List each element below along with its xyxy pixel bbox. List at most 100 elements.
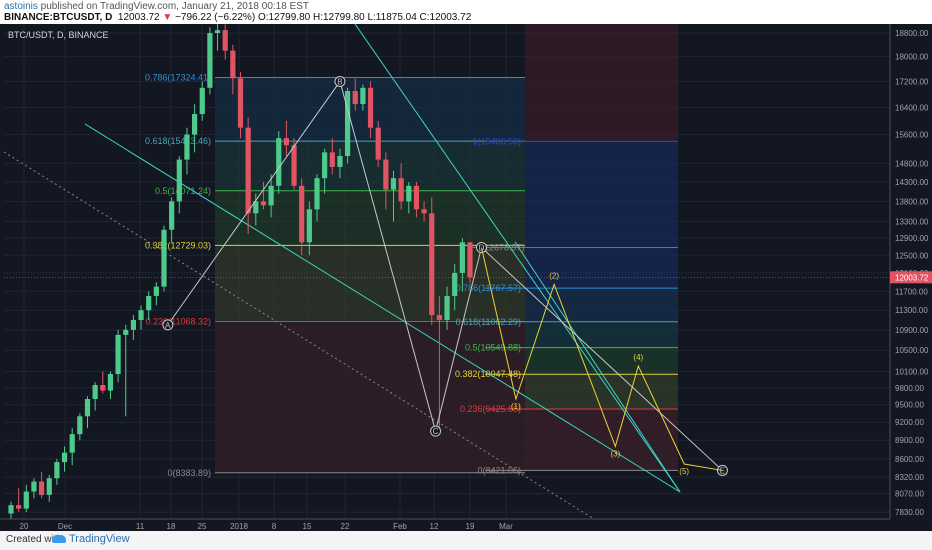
time-axis-label: 25 — [198, 522, 207, 531]
candle-body — [421, 209, 427, 214]
candle-body — [314, 178, 320, 210]
time-axis-label: 19 — [466, 522, 475, 531]
last-price: 12003.72 — [117, 12, 160, 23]
candle-body — [306, 209, 312, 243]
d-to-e-line — [514, 241, 681, 493]
candle-body — [459, 242, 465, 273]
candle-body — [436, 315, 442, 320]
abcde-label: E — [720, 466, 725, 475]
time-axis-label: 20 — [20, 522, 29, 531]
created-with-text: Created with — [6, 534, 63, 545]
price-axis-label: 10500.00 — [895, 346, 929, 355]
candle-body — [23, 491, 29, 509]
symbol-quote-line: BINANCE:BTCUSDT, D 12003.72 ▼ −796.22 (−… — [4, 12, 471, 23]
down-arrow-icon: ▼ — [162, 12, 173, 23]
price-axis-label: 9800.00 — [895, 384, 924, 393]
fib-zone-right — [525, 408, 678, 471]
publish-info: astoinis published on TradingView.com, J… — [4, 1, 310, 12]
candle-body — [176, 159, 182, 202]
price-axis-label: 12900.00 — [895, 234, 929, 243]
fib-zone-right — [525, 347, 678, 375]
wave-label: (1) — [511, 402, 521, 411]
price-axis-label: 8070.00 — [895, 490, 924, 499]
candle-body — [31, 481, 37, 492]
fib-label-right: 1(15406.56) — [472, 136, 521, 146]
time-axis-label: Mar — [499, 522, 513, 531]
ohlc-values: O:12799.80 H:12799.80 L:11875.04 C:12003… — [257, 12, 472, 23]
price-axis-label: 14800.00 — [895, 159, 929, 168]
fib-zone-left — [215, 245, 525, 322]
candle-body — [115, 334, 121, 375]
price-axis-label: 17200.00 — [895, 77, 929, 86]
dotted-support-line — [3, 151, 611, 530]
candle-body — [406, 185, 412, 202]
candle-body — [39, 481, 45, 495]
candle-body — [230, 50, 236, 79]
candle-body — [253, 201, 259, 214]
candle-body — [444, 295, 450, 320]
fib-label-left: 0.5(14071.24) — [155, 186, 211, 196]
candle-body — [100, 385, 106, 391]
fib-label-right: 0.382(10047.48) — [455, 369, 521, 379]
price-change: −796.22 (−6.22%) — [175, 12, 256, 23]
price-axis-label: 14300.00 — [895, 178, 929, 187]
price-axis-label: 11300.00 — [895, 306, 928, 315]
price-axis-label: 13800.00 — [895, 197, 929, 206]
fib-zone-left — [215, 190, 525, 246]
candle-body — [337, 155, 343, 167]
candle-body — [283, 138, 289, 146]
price-axis-label: 7830.00 — [895, 508, 924, 517]
candle-body — [161, 229, 167, 287]
price-axis-label: 8600.00 — [895, 455, 924, 464]
candle-body — [322, 152, 328, 179]
candle-body — [367, 87, 374, 128]
candle-body — [192, 114, 198, 135]
time-axis-label: 2018 — [230, 522, 248, 531]
price-axis-label: 11700.00 — [895, 287, 928, 296]
price-axis-label: 18000.00 — [895, 53, 929, 62]
candle-body — [153, 286, 159, 296]
candle-body — [138, 310, 144, 320]
wave-label: (4) — [633, 353, 643, 362]
fib-zone-left — [215, 141, 525, 191]
candle-body — [61, 452, 68, 463]
candle-body — [413, 185, 420, 210]
candle-body — [452, 272, 458, 296]
wave-label: (5) — [679, 467, 689, 476]
fib-label-left: 0(8383.89) — [167, 468, 211, 478]
price-axis-label: 18800.00 — [895, 29, 929, 38]
chart-area[interactable]: 0.786(17324.41) 0.618(15413.46) 0.5(14071.… — [0, 21, 932, 531]
price-chart[interactable]: 0.786(17324.41) 0.618(15413.46) 0.5(14071.… — [0, 21, 932, 531]
candle-body — [237, 78, 244, 128]
price-axis-label: 16400.00 — [895, 103, 929, 112]
abcde-label: C — [433, 427, 439, 436]
price-axis-label: 12500.00 — [895, 251, 929, 260]
author-link[interactable]: astoinis — [4, 1, 38, 12]
candle-body — [383, 159, 389, 190]
tradingview-logo[interactable]: TradingView — [52, 533, 130, 545]
candle-body — [169, 201, 175, 230]
candle-body — [222, 30, 228, 51]
fib-zone-left — [215, 321, 525, 473]
candle-body — [8, 505, 14, 514]
candle-body — [429, 213, 435, 316]
time-axis-label: 11 — [136, 522, 145, 531]
chart-symbol-label: BTC/USDT, D, BINANCE — [8, 30, 109, 40]
candle-body — [69, 434, 75, 453]
upper-trendline — [354, 23, 681, 493]
time-axis-label: Dec — [58, 522, 72, 531]
footer-bar: Created with TradingView — [0, 531, 932, 550]
fib-label-left: 0.236(11068.32) — [146, 317, 211, 327]
candle-body — [46, 478, 52, 495]
fib-zone-right — [525, 141, 678, 289]
abcde-label: B — [337, 77, 342, 86]
fib-label-left: 0.786(17324.41) — [145, 73, 211, 83]
fib-label-left: 0.618(15413.46) — [145, 136, 211, 146]
fib-zone-right — [525, 288, 678, 322]
wave-label: (2) — [549, 271, 559, 280]
abcde-label: A — [165, 321, 171, 330]
fib-zone-right-top — [525, 24, 678, 142]
candle-body — [207, 33, 213, 88]
candle-body — [268, 185, 274, 206]
lower-trendline — [84, 123, 681, 493]
